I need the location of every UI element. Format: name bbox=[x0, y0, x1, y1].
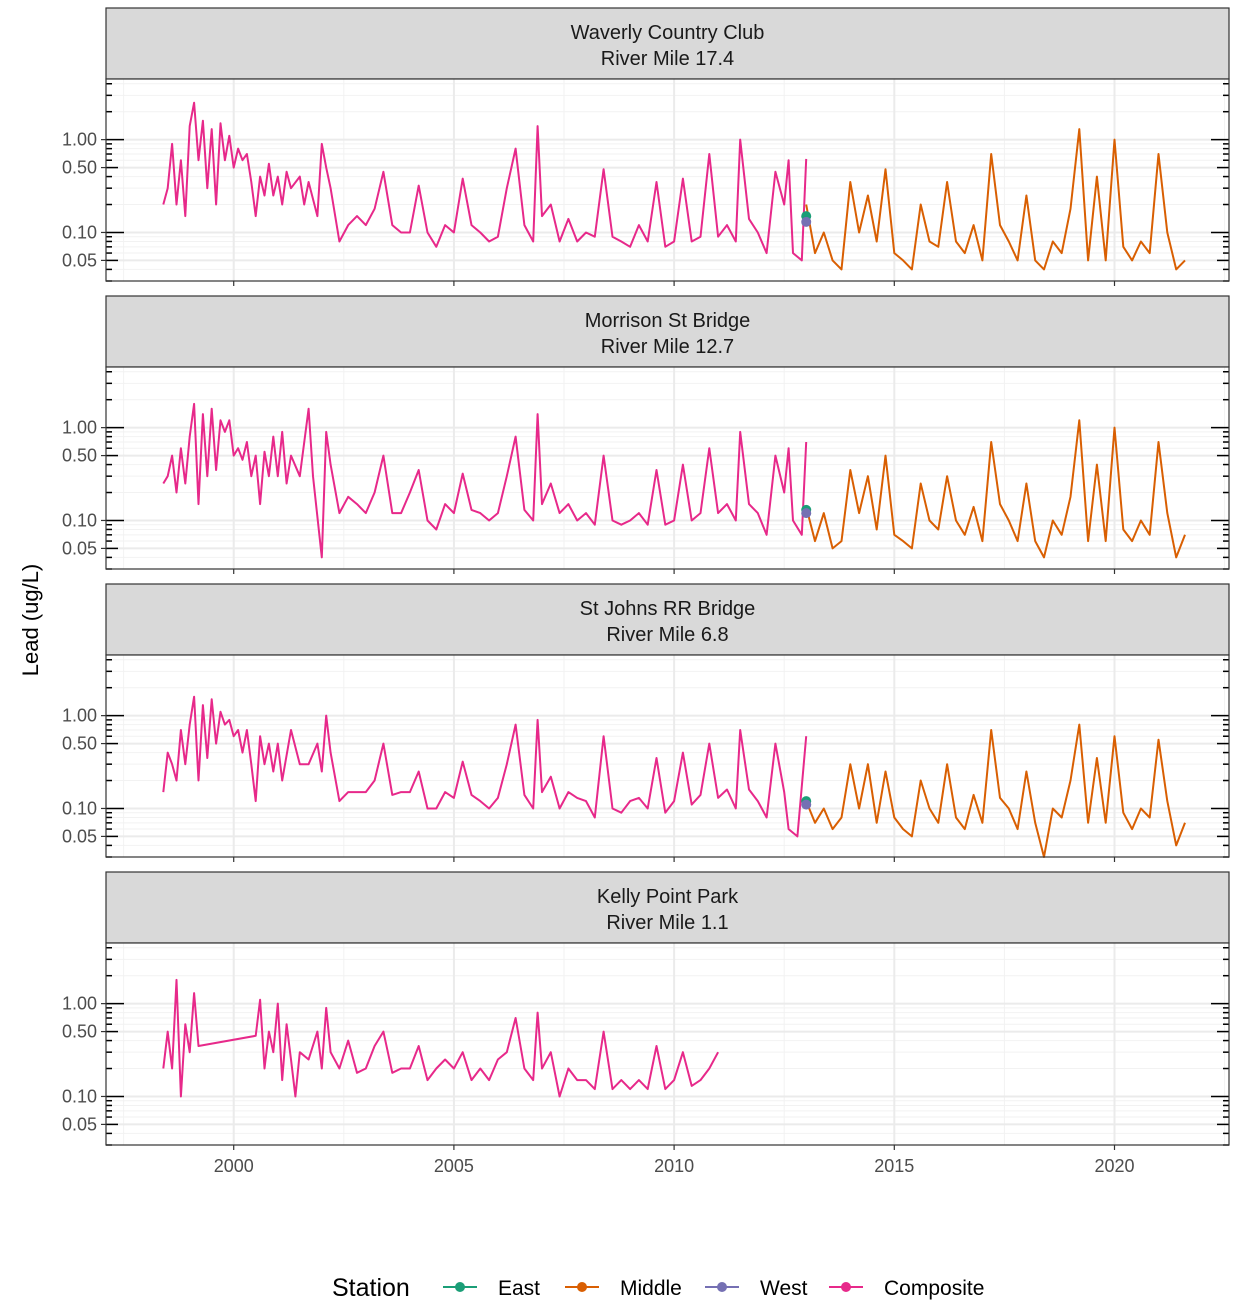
x-tick-label: 2020 bbox=[1094, 1156, 1134, 1176]
series bbox=[162, 101, 1186, 271]
y-tick-label: 1.00 bbox=[62, 418, 97, 438]
legend-key-point bbox=[841, 1282, 851, 1292]
y-tick-label: 1.00 bbox=[62, 706, 97, 726]
legend-title: Station bbox=[332, 1274, 410, 1302]
y-tick-label: 0.10 bbox=[62, 222, 97, 242]
panel-subtitle: River Mile 1.1 bbox=[606, 912, 728, 934]
x-tick-label: 2000 bbox=[214, 1156, 254, 1176]
panel-subtitle: River Mile 17.4 bbox=[601, 48, 734, 70]
y-tick-label: 0.05 bbox=[62, 250, 97, 270]
panel-title: Waverly Country Club bbox=[571, 22, 765, 44]
legend-item-middle: Middle bbox=[565, 1277, 682, 1300]
series-point-west bbox=[801, 216, 812, 227]
series-line-composite bbox=[162, 402, 808, 559]
y-ticks: 0.05 0.10 0.50 1.00 bbox=[62, 82, 1229, 282]
series-line-middle bbox=[805, 419, 1186, 559]
strip-background bbox=[105, 7, 1230, 80]
y-ticks: 0.05 0.10 0.50 1.00 bbox=[62, 946, 1229, 1146]
series bbox=[162, 695, 1186, 858]
y-ticks: 0.05 0.10 0.50 1.00 bbox=[62, 370, 1229, 570]
legend: Station East Middle West Composite bbox=[332, 1274, 984, 1302]
y-tick-label: 0.50 bbox=[62, 446, 97, 466]
y-ticks: 0.05 0.10 0.50 1.00 bbox=[62, 658, 1229, 858]
gridlines bbox=[106, 943, 1229, 1145]
strip-background bbox=[105, 295, 1230, 368]
y-tick-label: 0.50 bbox=[62, 158, 97, 178]
x-tick-label: 2015 bbox=[874, 1156, 914, 1176]
y-axis-title: Lead (ug/L) bbox=[18, 564, 43, 677]
legend-key-point bbox=[455, 1282, 465, 1292]
panel-subtitle: River Mile 6.8 bbox=[606, 624, 728, 646]
x-axis: 2000 2005 2010 2015 2020 bbox=[214, 1156, 1135, 1176]
panel-subtitle: River Mile 12.7 bbox=[601, 336, 734, 358]
legend-key-point bbox=[577, 1282, 587, 1292]
y-tick-label: 0.50 bbox=[62, 1022, 97, 1042]
y-tick-label: 1.00 bbox=[62, 994, 97, 1014]
series-line-composite bbox=[162, 101, 808, 262]
plot-background bbox=[106, 367, 1229, 569]
plot-background bbox=[106, 655, 1229, 857]
legend-label: Middle bbox=[620, 1277, 682, 1300]
panel-border bbox=[105, 78, 1230, 282]
panel-title: Kelly Point Park bbox=[597, 886, 739, 908]
legend-item-east: East bbox=[443, 1277, 540, 1300]
gridlines bbox=[106, 79, 1229, 281]
series-line-middle bbox=[805, 723, 1186, 858]
panel-border bbox=[105, 942, 1230, 1146]
gridlines bbox=[106, 367, 1229, 569]
y-tick-label: 0.05 bbox=[62, 1114, 97, 1134]
strip-background bbox=[105, 871, 1230, 944]
legend-item-west: West bbox=[705, 1277, 808, 1300]
legend-item-composite: Composite bbox=[829, 1277, 984, 1300]
series-point-west bbox=[801, 508, 812, 519]
series-line-middle bbox=[805, 128, 1186, 271]
x-tick-label: 2005 bbox=[434, 1156, 474, 1176]
y-tick-label: 0.10 bbox=[62, 510, 97, 530]
panel-border bbox=[105, 366, 1230, 570]
panel-2: St Johns RR Bridge River Mile 6.8 0.05 0.10… bbox=[62, 583, 1230, 862]
strip-background bbox=[105, 583, 1230, 656]
panel-title: Morrison St Bridge bbox=[585, 310, 751, 332]
legend-label: East bbox=[498, 1277, 540, 1300]
legend-key-point bbox=[717, 1282, 727, 1292]
y-tick-label: 0.05 bbox=[62, 538, 97, 558]
series-line-composite bbox=[162, 978, 719, 1098]
y-tick-label: 0.05 bbox=[62, 826, 97, 846]
panel-1: Morrison St Bridge River Mile 12.7 0.05 0.1… bbox=[62, 295, 1230, 574]
x-tick-label: 2010 bbox=[654, 1156, 694, 1176]
panel-border bbox=[105, 654, 1230, 858]
y-tick-label: 0.50 bbox=[62, 734, 97, 754]
legend-label: West bbox=[760, 1277, 808, 1300]
series-point-west bbox=[801, 799, 812, 810]
series-line-composite bbox=[162, 695, 808, 838]
series bbox=[162, 978, 719, 1098]
y-tick-label: 1.00 bbox=[62, 130, 97, 150]
legend-label: Composite bbox=[884, 1277, 984, 1300]
series bbox=[162, 402, 1186, 559]
y-tick-label: 0.10 bbox=[62, 1086, 97, 1106]
panel-title: St Johns RR Bridge bbox=[580, 598, 756, 620]
y-tick-label: 0.10 bbox=[62, 798, 97, 818]
